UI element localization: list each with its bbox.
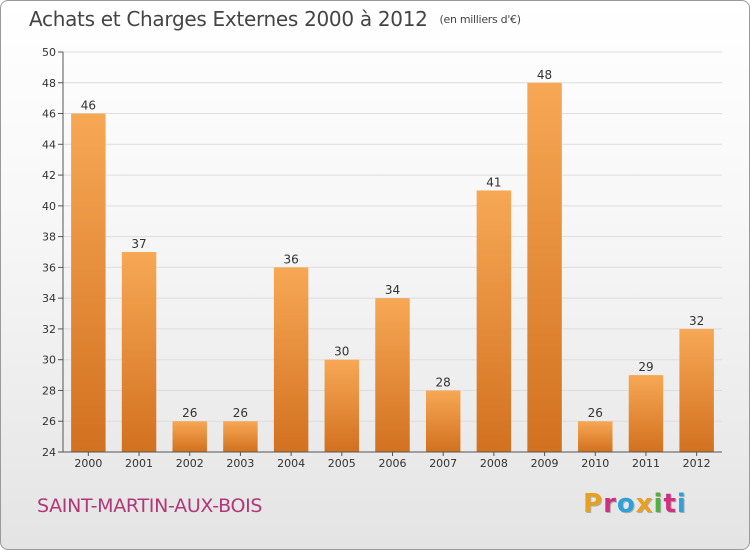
y-tick-label: 38 [42,231,56,244]
y-tick-label: 48 [42,77,56,90]
bar-value-label: 46 [81,99,96,113]
x-tick-label: 2000 [74,457,102,470]
y-tick-label: 50 [42,46,56,59]
bar-value-label: 34 [385,283,400,297]
bar[interactable] [679,328,714,452]
bar-value-label: 26 [182,406,197,420]
y-tick-label: 34 [42,292,56,305]
x-tick-label: 2011 [632,457,660,470]
bar[interactable] [628,375,664,452]
logo-letter: i [653,489,664,519]
proxiti-logo[interactable]: Proxiti [583,489,687,519]
y-tick-label: 32 [42,323,56,336]
bar[interactable] [578,421,613,452]
x-tick-label: 2004 [277,457,305,470]
y-tick-label: 42 [42,169,56,182]
x-tick-label: 2005 [328,457,356,470]
logo-letter: x [635,489,654,519]
bar[interactable] [71,113,106,453]
y-tick-label: 30 [42,354,56,367]
x-tick-label: 2012 [683,457,711,470]
bar[interactable] [172,421,207,452]
chart-unit: (en milliers d'€) [439,13,521,26]
bar-value-label: 30 [334,345,349,359]
logo-letter: i [676,489,687,519]
logo-letter: o [616,489,636,519]
logo-letter: r [603,489,617,519]
bar[interactable] [273,267,309,452]
chart-title: Achats et Charges Externes 2000 à 2012 (e… [29,7,521,31]
bar-value-label: 29 [638,360,653,374]
x-tick-label: 2008 [480,457,508,470]
y-tick-label: 36 [42,261,56,274]
bar-value-label: 32 [689,314,704,328]
bar-value-label: 26 [233,406,248,420]
bar-value-label: 37 [131,237,146,251]
bar[interactable] [223,421,258,452]
y-tick-label: 28 [42,384,56,397]
y-tick-label: 24 [42,446,56,459]
bar[interactable] [527,82,562,453]
bar-value-label: 41 [486,175,501,189]
bar[interactable] [425,390,461,452]
y-tick-label: 44 [42,138,56,151]
bar-value-label: 48 [537,68,552,82]
bar-value-label: 36 [283,252,298,266]
x-tick-label: 2010 [581,457,609,470]
x-tick-label: 2006 [379,457,407,470]
chart-title-text: Achats et Charges Externes 2000 à 2012 [29,7,428,31]
x-tick-label: 2001 [125,457,153,470]
axes: 24 26 28 30 32 34 36 38 40 42 44 46 48 50 2000 2001 2002… [42,46,722,470]
bar[interactable] [476,190,512,452]
x-tick-label: 2009 [531,457,559,470]
x-tick-label: 2002 [176,457,204,470]
y-tick-label: 26 [42,415,56,428]
x-tick-label: 2007 [429,457,457,470]
bar[interactable] [324,359,360,452]
x-tick-label: 2003 [226,457,254,470]
bar-value-label: 26 [588,406,603,420]
bar[interactable] [121,252,157,452]
city-name: SAINT-MARTIN-AUX-BOIS [37,495,263,517]
bar[interactable] [375,298,410,452]
bars: 46 37 26 26 36 30 34 28 41 48 26 29 32 [71,68,714,453]
y-tick-label: 40 [42,200,56,213]
y-tick-label: 46 [42,108,56,121]
logo-letter: P [583,489,604,519]
bar-value-label: 28 [436,375,451,389]
logo-letter: t [663,489,677,519]
